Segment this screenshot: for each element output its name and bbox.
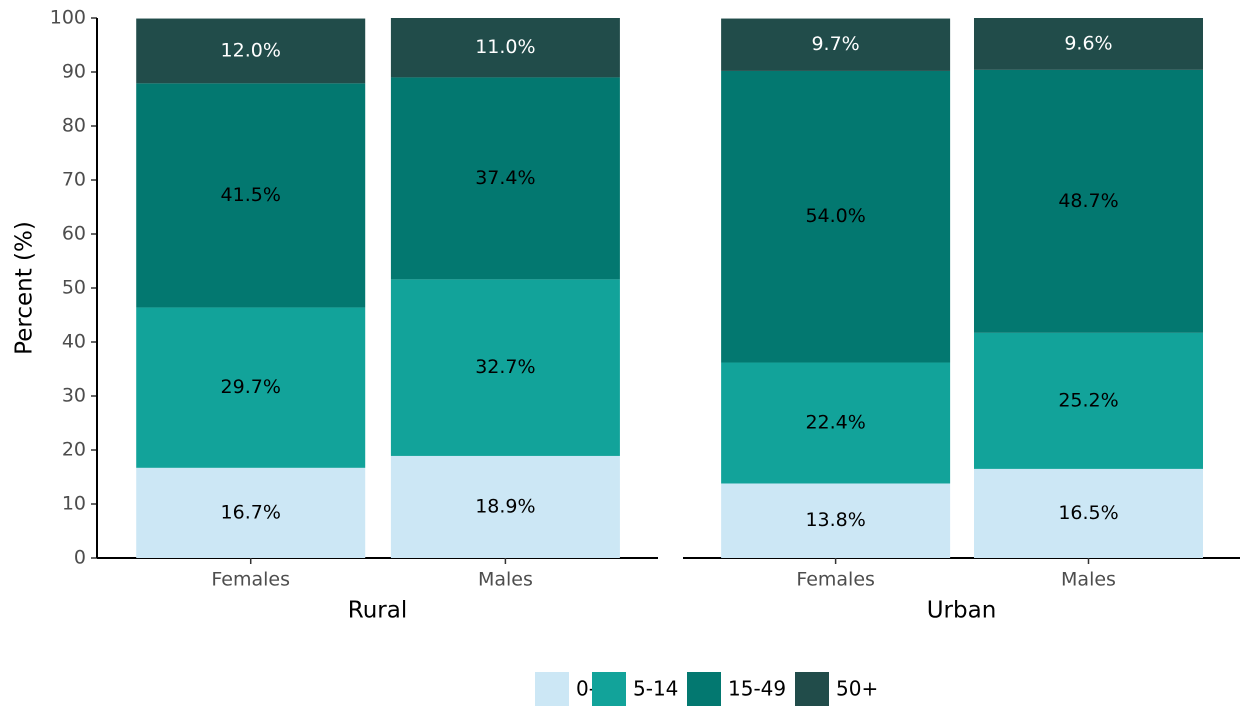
data-label: 54.0% [805,205,865,227]
data-label: 9.6% [1064,32,1112,54]
bar-segment [973,69,1203,333]
group-label: Urban [927,598,997,624]
x-tick-label: Males [1061,569,1116,591]
y-tick-label: 40 [62,331,86,353]
legend-swatch [535,672,569,706]
y-tick-label: 50 [62,277,86,299]
data-label: 32.7% [475,356,535,378]
data-label: 29.7% [221,376,281,398]
x-tick-label: Females [796,569,875,591]
bar-segment [390,455,620,558]
data-label: 41.5% [221,184,281,206]
data-label: 13.8% [805,509,865,531]
data-label: 22.4% [805,412,865,434]
x-tick-label: Females [211,569,290,591]
y-tick-label: 0 [74,547,86,569]
legend-swatch [592,672,626,706]
bar-segment [136,307,366,468]
x-tick-label: Males [478,569,533,591]
bar-segment [973,468,1203,558]
data-label: 25.2% [1058,389,1118,411]
legend-label: 5-14 [633,677,678,701]
data-label: 37.4% [475,167,535,189]
data-label: 16.7% [221,501,281,523]
bar-segment [721,483,951,558]
y-tick-label: 80 [62,115,86,137]
bar-segment [721,70,951,363]
y-tick-label: 70 [62,169,86,191]
bar-segment [721,362,951,484]
legend-swatch [795,672,829,706]
y-tick-label: 60 [62,223,86,245]
data-label: 16.5% [1058,502,1118,524]
bar-segment [721,18,951,71]
y-tick-label: 30 [62,385,86,407]
y-axis-label: Percent (%) [12,221,38,355]
data-label: 48.7% [1058,190,1118,212]
data-label: 18.9% [475,495,535,517]
y-tick-label: 20 [62,439,86,461]
bar-segment [136,18,366,84]
bar-segment [390,279,620,456]
bar-segment [136,83,366,308]
bar-segment [973,332,1203,469]
legend-label: 50+ [836,677,878,701]
y-tick-label: 10 [62,493,86,515]
data-label: 9.7% [811,33,859,55]
data-label: 12.0% [221,39,281,61]
legend-label: 15-49 [728,677,786,701]
bar-segment [390,18,620,78]
y-tick-label: 100 [50,7,86,29]
bar-segment [973,18,1203,70]
group-label: Rural [348,598,407,624]
y-tick-label: 90 [62,61,86,83]
legend-swatch [687,672,721,706]
bar-segment [390,77,620,280]
data-label: 11.0% [475,36,535,58]
bar-segment [136,467,366,558]
